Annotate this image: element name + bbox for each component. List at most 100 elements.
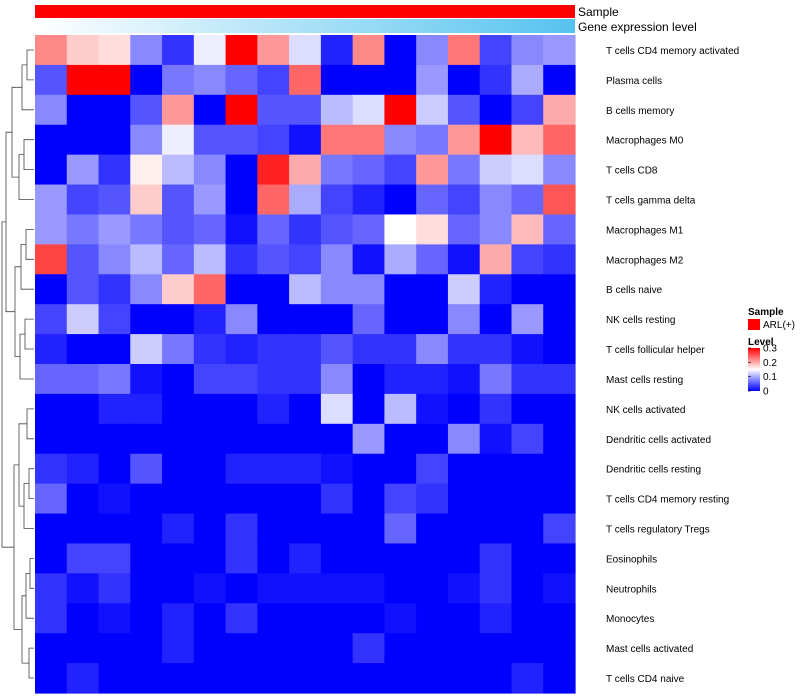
heatmap-cell (447, 35, 481, 66)
row-label: Neutrophils (606, 584, 657, 595)
heatmap-cell (193, 274, 227, 305)
heatmap-cell (416, 483, 449, 515)
dendrogram-branch (25, 229, 34, 260)
heatmap-cell (130, 453, 163, 485)
heatmap-cell (543, 543, 576, 574)
heatmap-cell (320, 94, 354, 126)
dendrogram-branch (28, 468, 34, 499)
heatmap-cell (162, 214, 195, 245)
heatmap-cell (511, 663, 544, 694)
heatmap-cell (225, 244, 258, 275)
heatmap-cell (130, 214, 163, 245)
heatmap-cell (447, 64, 481, 96)
heatmap-cell (352, 274, 386, 305)
row-labels: T cells CD4 memory activated Plasma cells… (606, 46, 739, 685)
heatmap-cell (289, 154, 322, 186)
heatmap-cell (193, 483, 227, 515)
heatmap-cell (352, 393, 386, 425)
heatmap-cell (384, 214, 417, 245)
heatmap-cell (384, 513, 417, 545)
heatmap-cell (162, 573, 195, 604)
heatmap-cell (479, 334, 513, 365)
heatmap-cell (225, 483, 258, 515)
row-label: B cells memory (606, 106, 674, 117)
heatmap-cell (447, 543, 481, 574)
heatmap-cell (447, 154, 481, 186)
heatmap-cell (257, 244, 290, 275)
dendrogram-branch (26, 408, 34, 440)
heatmap-cell (384, 334, 417, 365)
heatmap-cell (289, 214, 322, 245)
dendrogram-branch (24, 318, 34, 350)
heatmap-cell (384, 483, 417, 515)
heatmap-cell (98, 423, 131, 455)
heatmap-cell (257, 603, 290, 634)
heatmap-cell (35, 453, 68, 485)
heatmap-cell (320, 334, 354, 365)
heatmap-cell (416, 543, 449, 574)
heatmap-cell (98, 214, 131, 245)
heatmap-cell (257, 64, 290, 96)
heatmap-cell (479, 364, 513, 395)
heatmap-cell (98, 304, 131, 335)
heatmap-cell (416, 453, 449, 485)
heatmap-cell (416, 633, 449, 664)
heatmap-cell (35, 573, 68, 604)
heatmap-cell (225, 423, 258, 455)
heatmap-cell (98, 124, 131, 156)
heatmap-cell (511, 334, 544, 365)
heatmap-cell (384, 154, 417, 186)
heatmap-cell (66, 334, 100, 365)
heatmap-cell (257, 513, 290, 545)
heatmap-cell (257, 94, 290, 126)
heatmap-cell (352, 573, 386, 604)
heatmap-cell (225, 184, 258, 216)
legend-level-title: Level (748, 337, 774, 348)
heatmap-cell (511, 633, 544, 664)
heatmap-cell (66, 423, 100, 455)
row-label: T cells gamma delta (606, 196, 696, 207)
heatmap-cell (66, 453, 100, 485)
dendrogram-branch (1, 221, 14, 548)
heatmap-cell (416, 124, 449, 156)
heatmap-cell (479, 274, 513, 305)
heatmap-cell (162, 244, 195, 275)
dendrogram-branch (26, 49, 34, 81)
heatmap-cell (98, 633, 131, 664)
heatmap-cell (511, 244, 544, 275)
heatmap-cell (543, 64, 576, 96)
heatmap-cell (130, 603, 163, 634)
heatmap-cell (162, 543, 195, 574)
heatmap-cell (479, 483, 513, 515)
heatmap-cell (416, 244, 449, 275)
dendrogram-branch (21, 64, 34, 111)
heatmap-cell (35, 154, 68, 186)
heatmap-cell (66, 543, 100, 574)
heatmap-cell (193, 513, 227, 545)
heatmap-cell (193, 453, 227, 485)
heatmap-cell (130, 334, 163, 365)
heatmap-cell (130, 244, 163, 275)
heatmap-cell (447, 94, 481, 126)
heatmap-cell (98, 663, 131, 694)
heatmap-cell (35, 334, 68, 365)
heatmap-cell (193, 364, 227, 395)
heatmap-cell (289, 94, 322, 126)
heatmap-cell (130, 393, 163, 425)
heatmap-cell (416, 184, 449, 216)
heatmap-cell (66, 94, 100, 126)
heatmap-cell (384, 663, 417, 694)
heatmap-cell (225, 633, 258, 664)
heatmap-cell (193, 423, 227, 455)
row-label: T cells CD4 memory activated (606, 46, 739, 57)
heatmap-cell (130, 633, 163, 664)
row-label: Dendritic cells resting (606, 465, 701, 476)
heatmap-cell (447, 453, 481, 485)
heatmap-cell (543, 124, 576, 156)
heatmap-cell (320, 154, 354, 186)
heatmap-cell (162, 304, 195, 335)
heatmap-cell (511, 64, 544, 96)
heatmap-cell (162, 124, 195, 156)
heatmap-cell (352, 453, 386, 485)
